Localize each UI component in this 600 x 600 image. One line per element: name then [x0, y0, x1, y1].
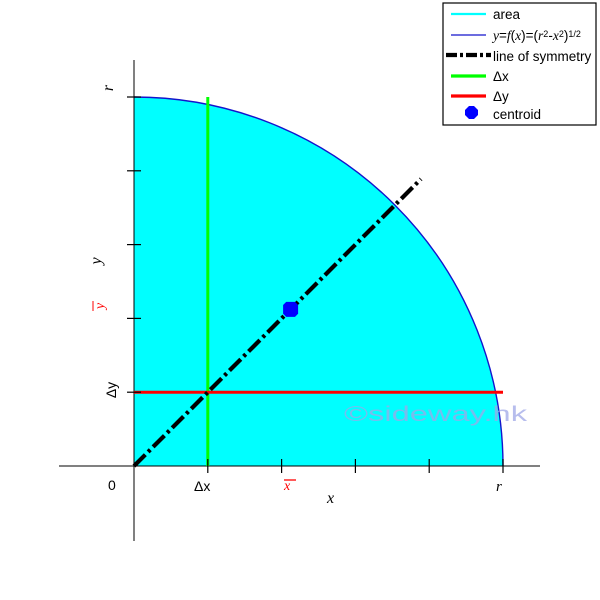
- svg-text:©sideway.hk: ©sideway.hk: [344, 403, 528, 426]
- svg-text:centroid: centroid: [493, 107, 541, 122]
- svg-text:area: area: [493, 7, 521, 22]
- svg-text:Δy: Δy: [103, 382, 119, 398]
- svg-text:y=f(x)=(r2-x2)1/2: y=f(x)=(r2-x2)1/2: [491, 28, 581, 43]
- svg-text:Δx: Δx: [194, 478, 210, 494]
- svg-text:y: y: [88, 257, 105, 267]
- svg-text:Δy: Δy: [493, 89, 509, 104]
- svg-text:y: y: [93, 302, 108, 311]
- svg-text:0: 0: [108, 477, 116, 493]
- svg-text:Δx: Δx: [493, 69, 509, 84]
- svg-text:r: r: [496, 479, 502, 495]
- svg-text:r: r: [100, 84, 117, 91]
- svg-text:line of symmetry: line of symmetry: [493, 49, 592, 64]
- svg-text:x: x: [326, 490, 334, 507]
- svg-text:x: x: [283, 479, 291, 494]
